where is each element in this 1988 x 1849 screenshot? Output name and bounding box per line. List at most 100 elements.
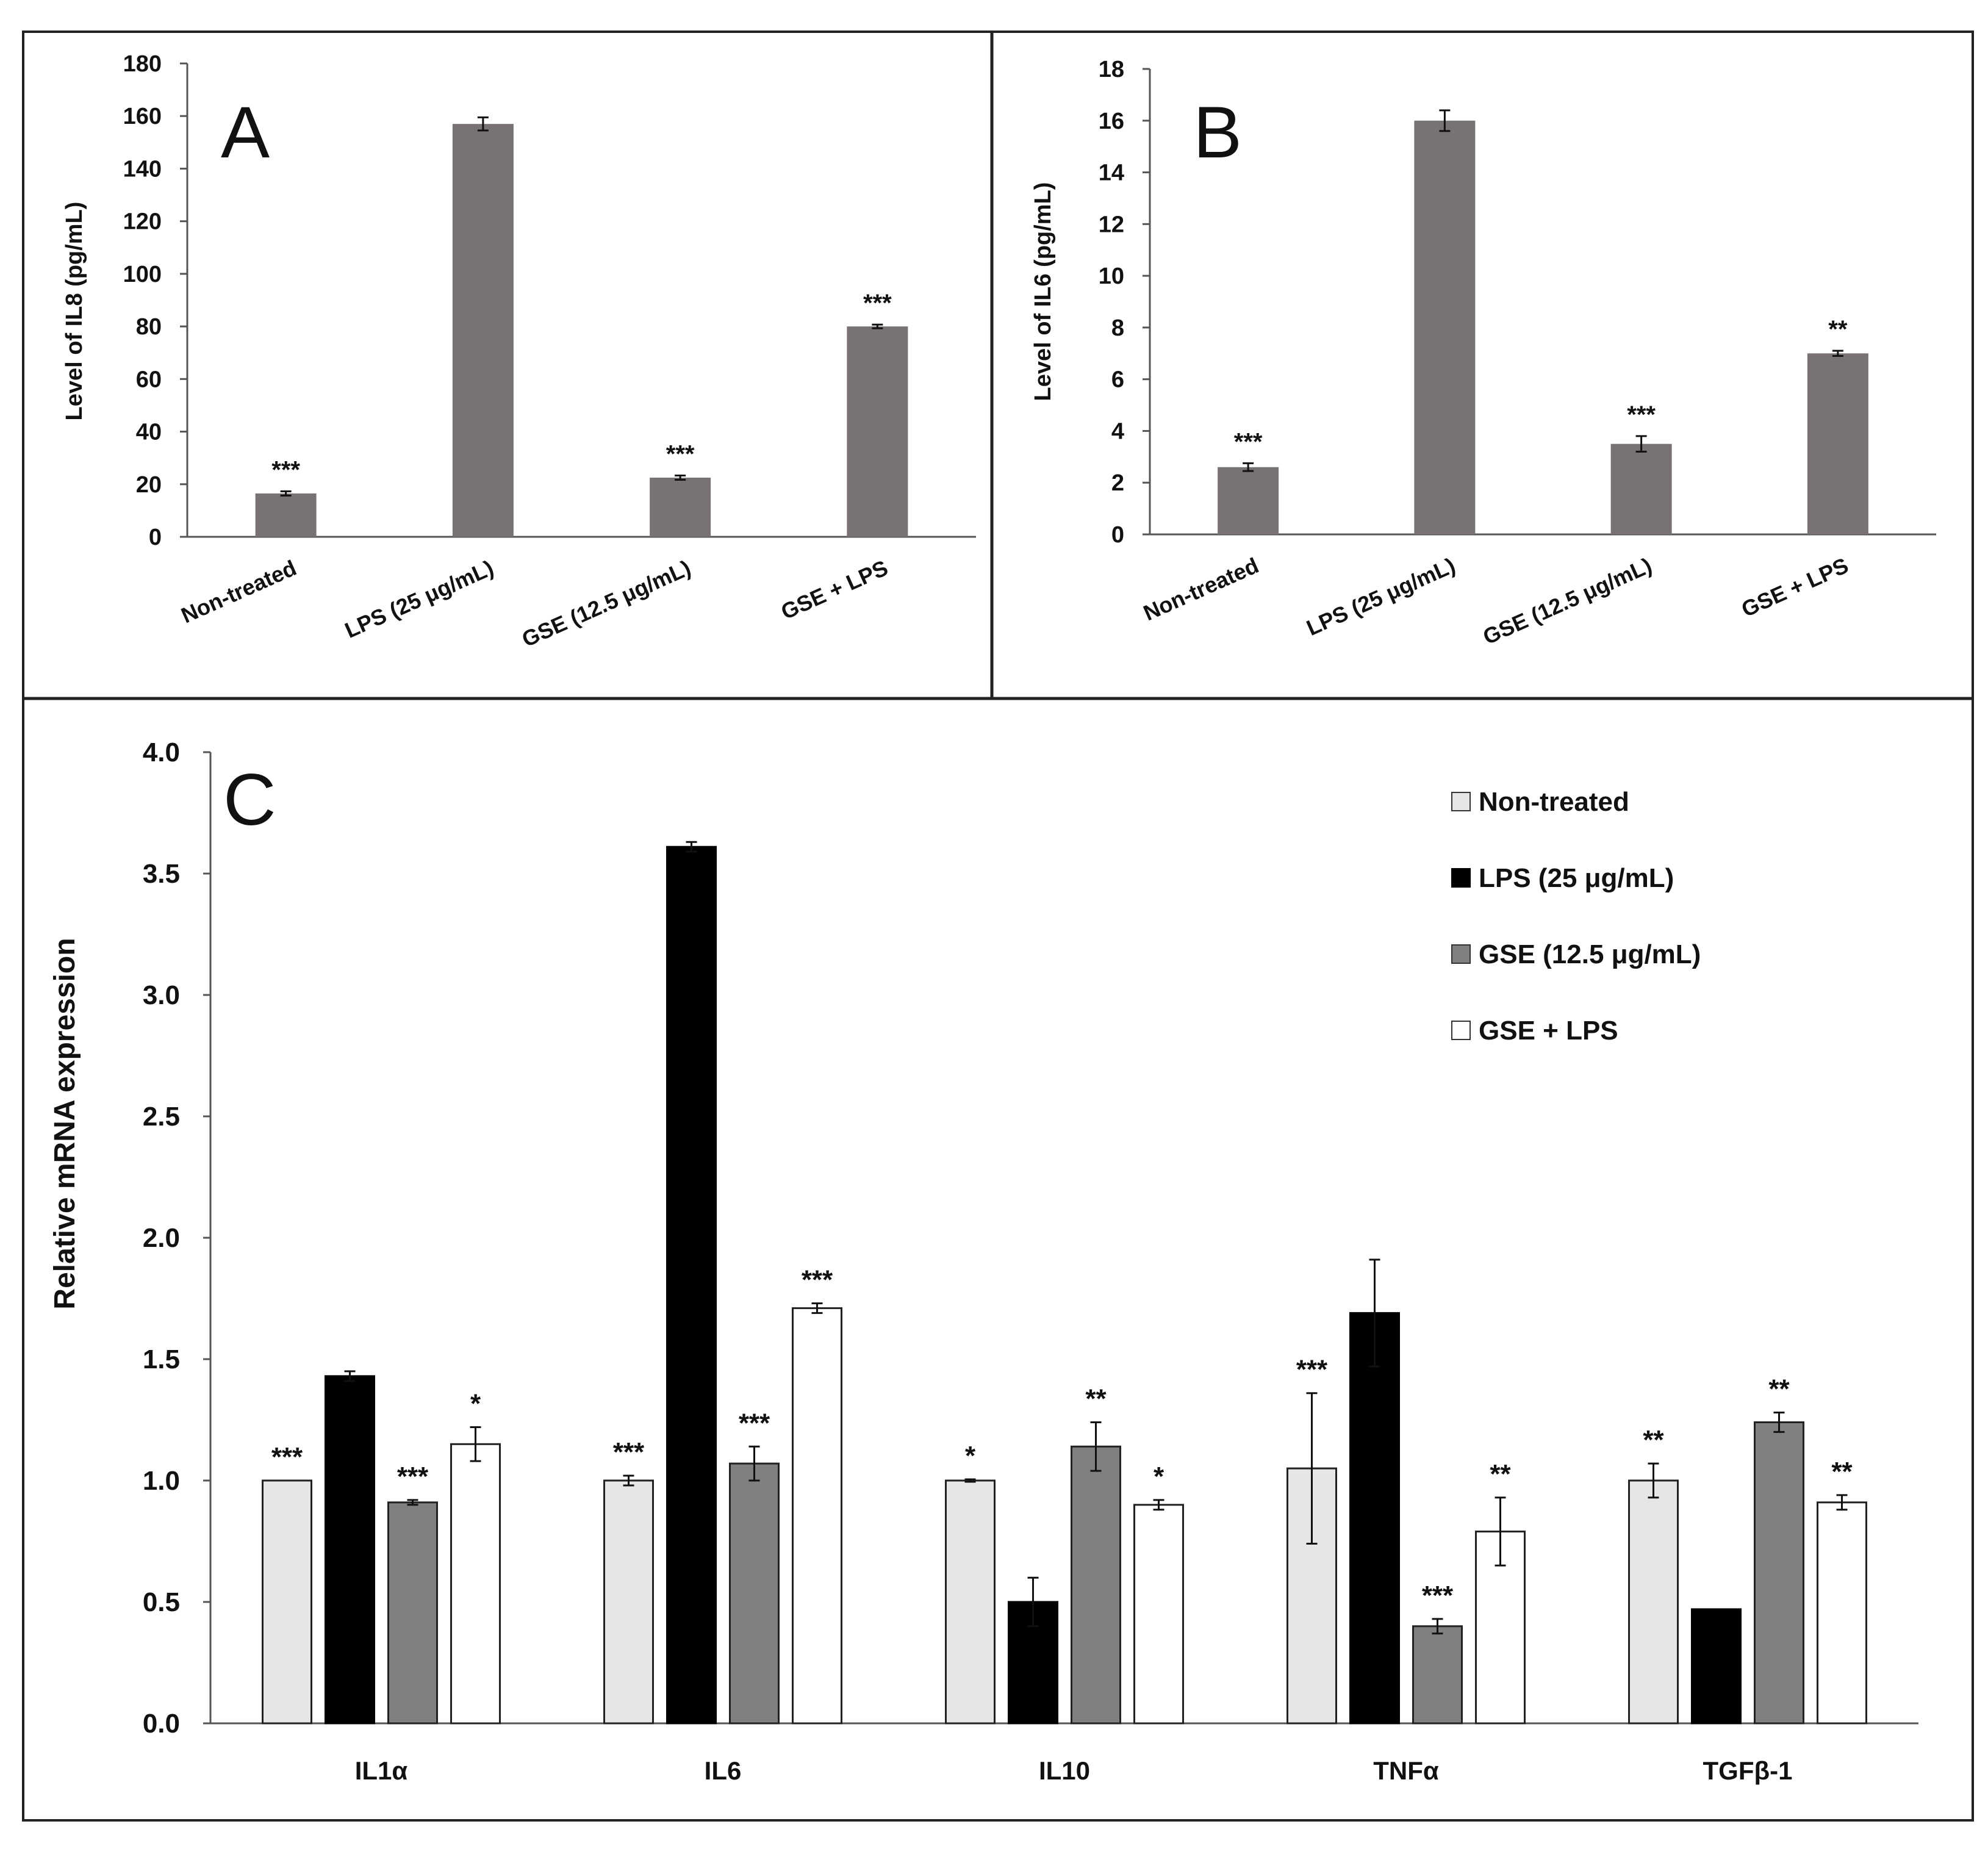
panel-a-significance-marker: ***	[271, 456, 300, 483]
panel-a-significance-marker: ***	[666, 441, 695, 468]
panel-b-y-axis-label: Level of IL6 (pg/mL)	[1030, 182, 1056, 401]
panel-c-significance-marker: ***	[397, 1462, 429, 1492]
panel-c-legend: Non-treated LPS (25 μg/mL) GSE (12.5 μg/…	[1451, 787, 1701, 1046]
legend-swatch-gse-lps	[1451, 1021, 1471, 1040]
panel-c-significance-marker: ***	[1422, 1581, 1454, 1610]
panel-c-bar-il6-lps-25-g-ml	[666, 846, 717, 1725]
panel-c-bar-tgf-1-gse-lps	[1817, 1501, 1867, 1725]
panel-a-y-tick-label: 80	[136, 314, 162, 340]
legend-label-lps: LPS (25 μg/mL)	[1479, 863, 1674, 893]
panel-b-y-tick-label: 12	[1099, 212, 1124, 237]
panel-c-bar-il6-gse-12-5-g-ml	[729, 1462, 780, 1725]
legend-swatch-non-treated	[1451, 792, 1471, 811]
panel-a-y-axis-label: Level of IL8 (pg/mL)	[62, 202, 87, 421]
panel-a-y-tick-label: 60	[136, 367, 162, 392]
panel-a-bar-gse-12-5-g-ml	[650, 478, 711, 537]
panel-b-y-tick-label: 10	[1099, 264, 1124, 289]
panel-c-y-tick-label: 0.5	[143, 1587, 180, 1617]
panel-c-chart: C 0.00.51.01.52.02.53.03.54.0 IL1α******…	[49, 738, 1918, 1785]
panel-c-y-tick-label: 3.5	[143, 859, 180, 889]
panel-c-bar-tgf-1-non-treated	[1628, 1479, 1679, 1725]
panel-c-y-tick-label: 2.5	[143, 1102, 180, 1132]
panel-a-category-label: Non-treated	[178, 555, 300, 628]
legend-label-non-treated: Non-treated	[1479, 787, 1629, 817]
panel-c-label: C	[223, 759, 276, 841]
panel-c-bar-tgf-1-gse-12-5-g-ml	[1754, 1421, 1804, 1725]
panel-c-significance-marker: ***	[1296, 1355, 1328, 1385]
panel-a-bar-gse-lps	[847, 326, 908, 537]
panel-c-category-label: IL1α	[355, 1756, 408, 1785]
panel-a-y-tick-label: 0	[149, 525, 162, 550]
panel-c-y-tick-label: 1.0	[143, 1466, 180, 1496]
panel-a-category-label: GSE (12.5 μg/mL)	[518, 555, 694, 652]
panel-c-y-tick-label: 3.0	[143, 980, 180, 1010]
panel-c-y-axis-label: Relative mRNA expression	[49, 938, 81, 1309]
panel-c-bar-il1-non-treated	[262, 1479, 312, 1725]
panel-a-category-label: LPS (25 μg/mL)	[341, 555, 497, 643]
panel-c-category-label: IL6	[705, 1756, 742, 1785]
panel-b-category-label: GSE (12.5 μg/mL)	[1479, 553, 1656, 650]
panel-b-y-tick-label: 16	[1099, 109, 1124, 134]
panel-c-significance-marker: **	[1768, 1374, 1790, 1404]
panel-c-category-label: TGFβ-1	[1703, 1756, 1793, 1785]
legend-swatch-gse	[1451, 944, 1471, 964]
panel-c-y-tick-label: 0.0	[143, 1709, 180, 1739]
panel-a-bar-non-treated	[255, 493, 317, 537]
panel-b-category-label: LPS (25 μg/mL)	[1303, 553, 1459, 641]
panel-c-bar-tnf-lps-25-g-ml	[1349, 1312, 1400, 1725]
panel-a-y-tick-label: 180	[123, 51, 162, 77]
panel-c-bar-il6-gse-lps	[792, 1307, 842, 1725]
panel-c-significance-marker: **	[1643, 1425, 1664, 1455]
panel-a-chart: A 0 20 40 60 80 100 120 140 160 180 *** Non-treate…	[62, 51, 976, 652]
panel-c-significance-marker: **	[1831, 1457, 1853, 1487]
panel-c-y-tick-label: 4.0	[143, 738, 180, 767]
panel-c-bar-il1-lps-25-g-ml	[325, 1375, 375, 1725]
panel-b-y-tick-label: 6	[1111, 367, 1124, 393]
panel-c-significance-marker: ***	[802, 1265, 833, 1294]
panel-c-bar-il10-gse-lps	[1133, 1504, 1184, 1725]
panel-c-category-label: TNFα	[1373, 1756, 1439, 1785]
panel-a-y-tick-label: 100	[123, 262, 162, 287]
panel-b-significance-marker: **	[1828, 316, 1848, 343]
panel-c-significance-marker: ***	[613, 1437, 645, 1467]
legend-swatch-lps	[1451, 868, 1471, 888]
panel-a-y-tick-label: 40	[136, 420, 162, 445]
panel-b-y-tick-label: 14	[1099, 160, 1124, 186]
panel-b-chart: B 0 2 4 6 8 10 12 14 16 18 *** Non-treated LPS (25 …	[1030, 57, 1936, 650]
panel-a-y-tick-label: 140	[123, 156, 162, 182]
panel-b-significance-marker: ***	[1627, 401, 1656, 428]
panel-c-bar-il6-non-treated	[603, 1479, 654, 1725]
legend-label-gse: GSE (12.5 μg/mL)	[1479, 939, 1701, 969]
panel-a-y-tick-label: 160	[123, 104, 162, 129]
panel-c-category-label: IL10	[1039, 1756, 1090, 1785]
panel-c-y-tick-label: 2.0	[143, 1223, 180, 1253]
panel-b-category-label: Non-treated	[1139, 553, 1262, 626]
panel-c-bar-il1-gse-12-5-g-ml	[387, 1501, 438, 1725]
panel-b-y-tick-label: 18	[1099, 57, 1124, 82]
panel-c-bar-il10-non-treated	[945, 1479, 996, 1725]
panel-a-y-tick-label: 120	[123, 209, 162, 235]
panel-b-y-tick-label: 2	[1111, 470, 1124, 496]
panel-c-bar-il10-gse-12-5-g-ml	[1071, 1445, 1121, 1725]
panel-c-y-tick-label: 1.5	[143, 1345, 180, 1374]
panel-c-significance-marker: *	[470, 1388, 481, 1418]
legend-label-gse-lps: GSE + LPS	[1479, 1016, 1618, 1046]
panel-a-bar-lps-25-g-ml	[452, 124, 514, 537]
panel-a-y-tick-label: 20	[136, 472, 162, 498]
panel-b-bar-gse-12-5-g-ml	[1610, 443, 1672, 534]
panel-c-bar-il1-gse-lps	[450, 1443, 501, 1725]
panel-c-bar-tgf-1-lps-25-g-ml	[1691, 1608, 1742, 1725]
panel-b-bar-non-treated	[1218, 467, 1279, 534]
panel-b-label: B	[1193, 92, 1242, 173]
panel-a-category-label: GSE + LPS	[777, 555, 892, 625]
panel-c-significance-marker: ***	[271, 1442, 303, 1472]
panel-c-significance-marker: *	[965, 1441, 976, 1471]
panel-a-label: A	[221, 92, 270, 173]
panel-c-significance-marker: *	[1154, 1462, 1164, 1492]
panel-a-significance-marker: ***	[863, 290, 892, 317]
panel-b-bar-lps-25-g-ml	[1414, 120, 1476, 534]
panel-b-y-tick-label: 8	[1111, 315, 1124, 341]
panel-c-significance-marker: ***	[739, 1408, 770, 1438]
panel-c-significance-marker: **	[1085, 1384, 1107, 1413]
panel-b-y-tick-label: 0	[1111, 522, 1124, 548]
